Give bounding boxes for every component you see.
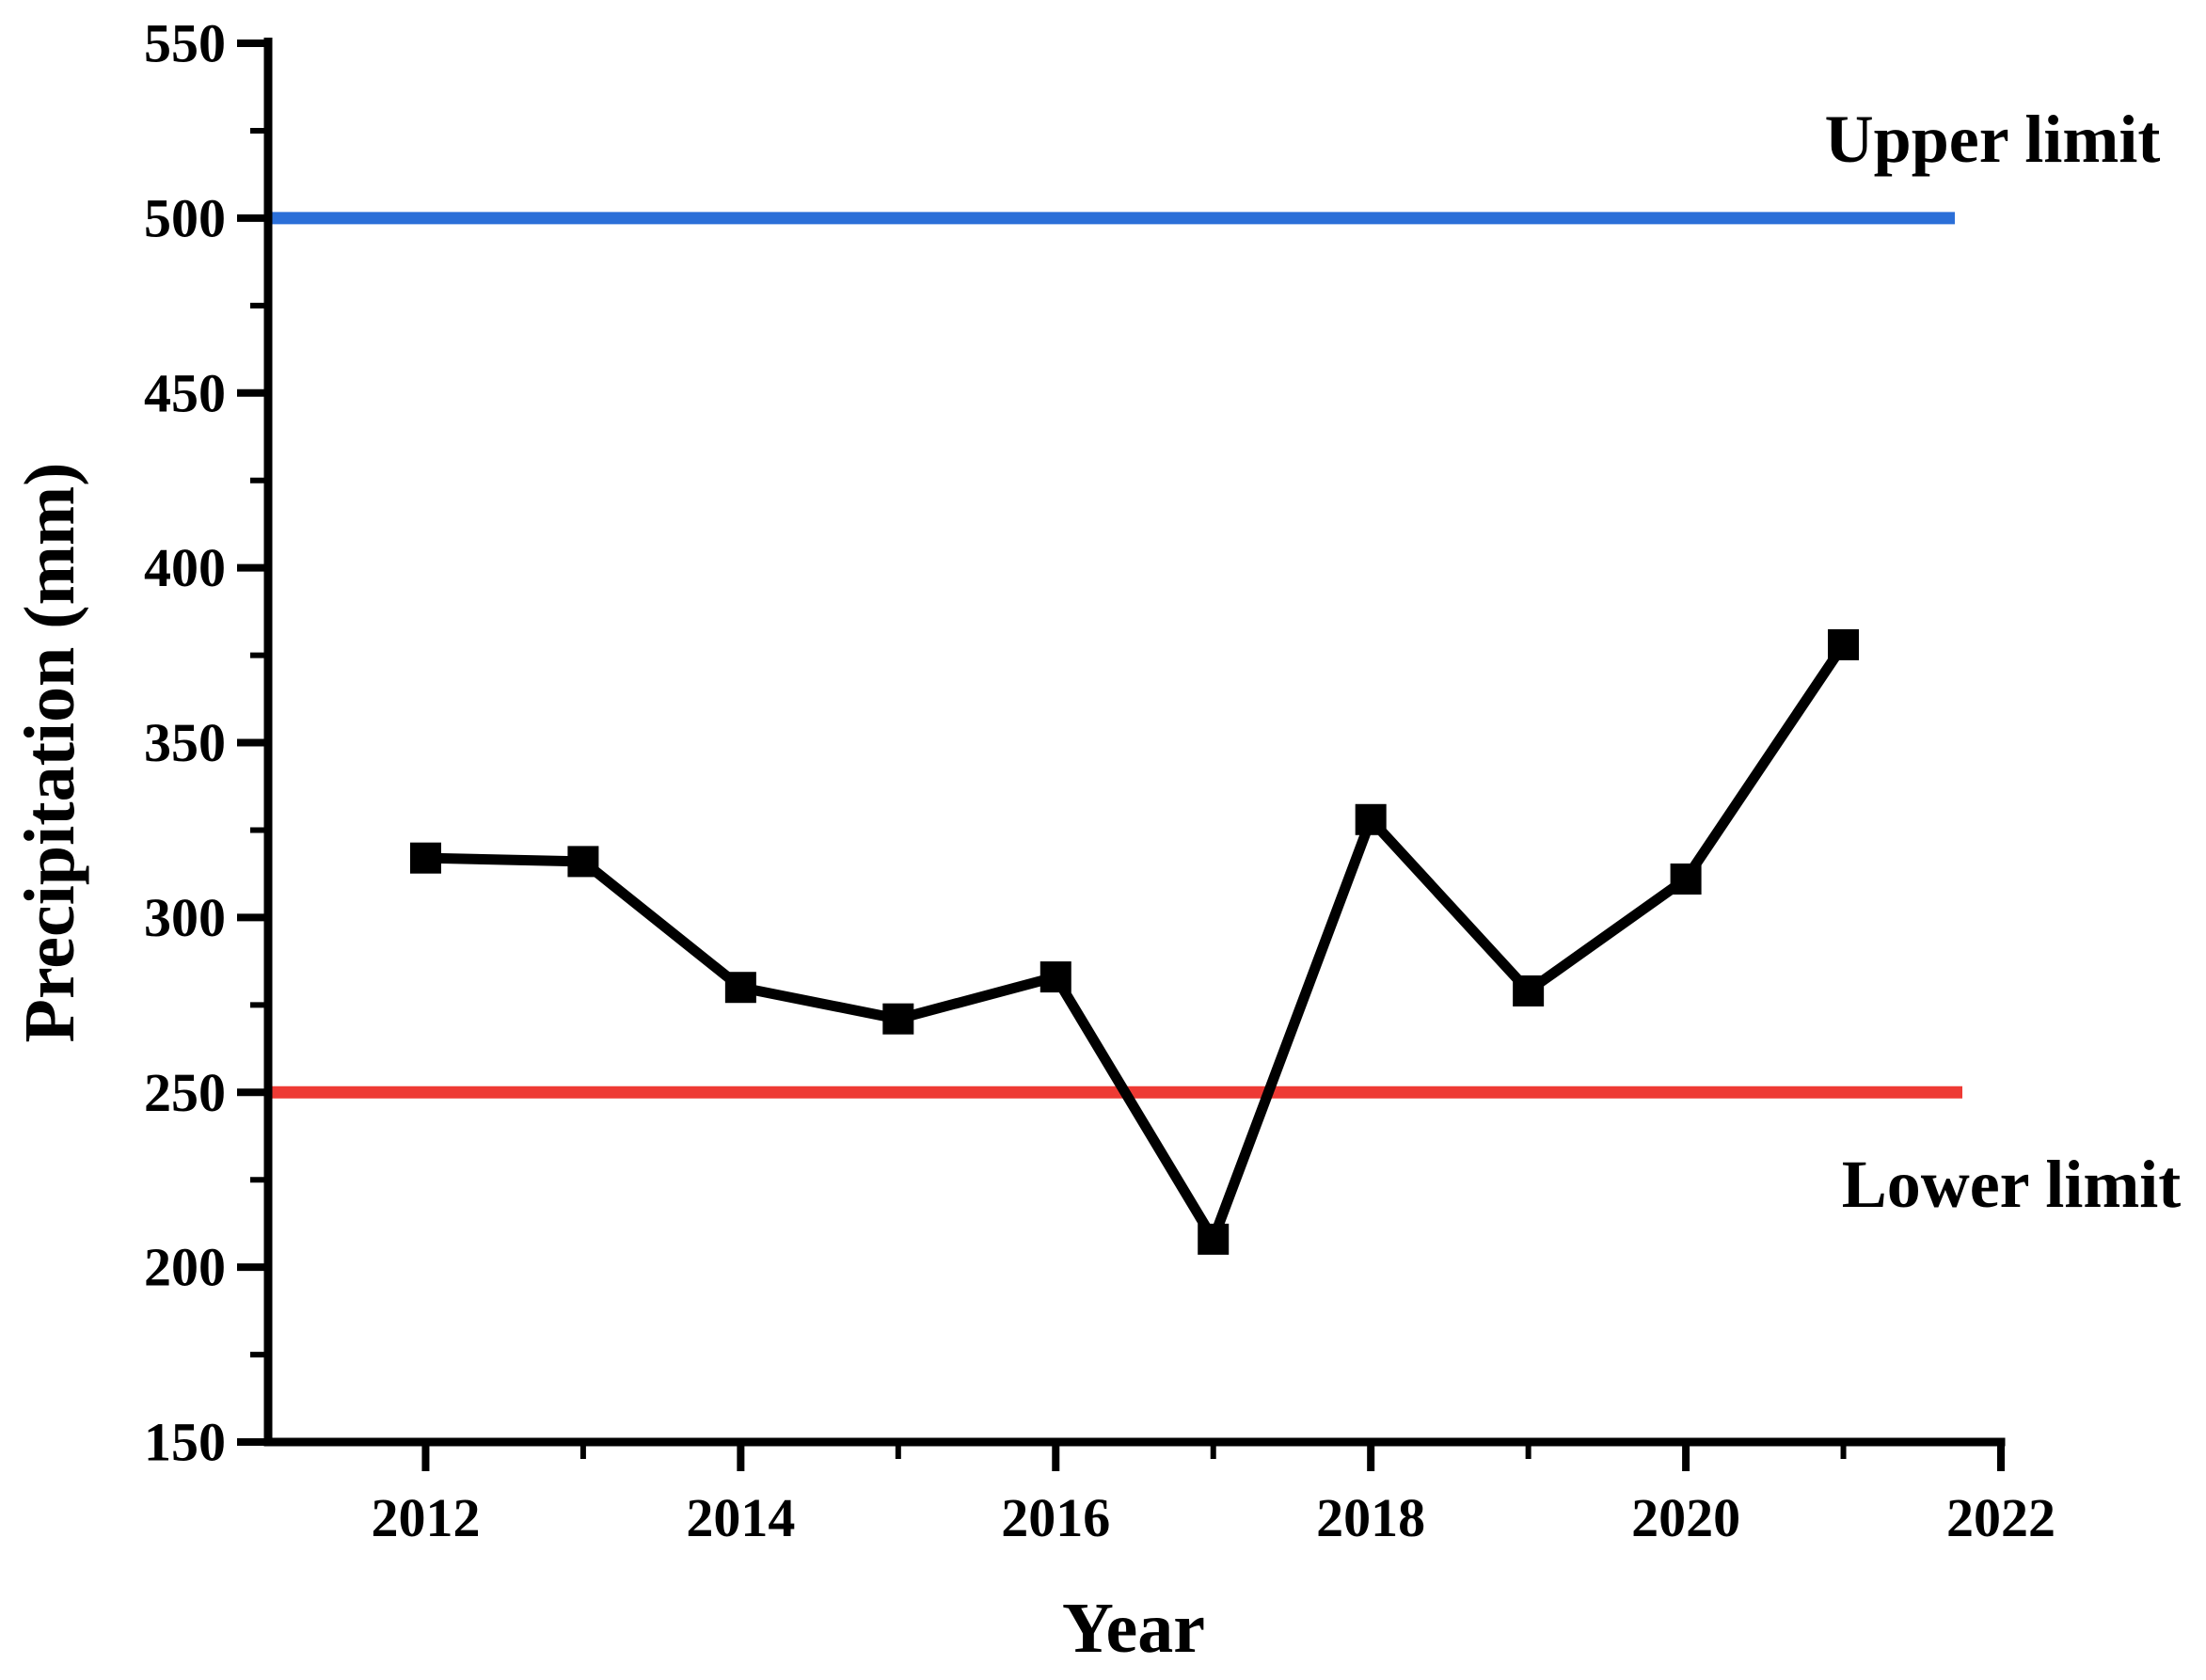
data-point-marker <box>1670 863 1702 895</box>
lower-limit-label: Lower limit <box>1842 1147 2182 1222</box>
tick-labels: 150 200 250 300 350 400 450 500 550 2012 2014 2016 2… <box>144 13 2055 1549</box>
y-tick-label: 300 <box>144 887 226 948</box>
data-point-marker <box>1198 1223 1230 1255</box>
y-tick-label: 450 <box>144 362 226 423</box>
data-point-marker <box>1355 803 1387 835</box>
x-tick-label: 2012 <box>371 1487 480 1548</box>
y-tick-label: 250 <box>144 1062 226 1123</box>
series-line <box>425 642 1849 1244</box>
data-point-marker <box>1828 628 1860 660</box>
data-point-marker <box>882 1003 914 1035</box>
x-tick-label: 2020 <box>1631 1487 1740 1548</box>
x-axis-title: Year <box>1062 1589 1205 1668</box>
data-point-marker <box>724 972 756 1004</box>
x-tick-label: 2022 <box>1946 1487 2055 1548</box>
y-tick-label: 350 <box>144 712 226 773</box>
data-point-marker <box>409 842 441 874</box>
y-tick-label: 400 <box>144 537 226 598</box>
limit-lines <box>268 212 1962 1099</box>
x-tick-label: 2014 <box>686 1487 795 1548</box>
data-point-marker <box>567 846 599 878</box>
data-point-marker <box>1513 975 1545 1006</box>
data-point-marker <box>1040 961 1071 993</box>
y-tick-label: 200 <box>144 1237 226 1298</box>
x-tick-label: 2016 <box>1001 1487 1110 1548</box>
y-axis-title: Precipitation (mm) <box>10 463 89 1043</box>
axes <box>237 38 2006 1471</box>
x-tick-label: 2018 <box>1316 1487 1425 1548</box>
y-tick-label: 500 <box>144 187 226 248</box>
upper-limit-label: Upper limit <box>1825 102 2161 177</box>
y-tick-label: 550 <box>144 13 226 74</box>
data-series <box>409 628 1860 1255</box>
y-tick-label: 150 <box>144 1412 226 1473</box>
